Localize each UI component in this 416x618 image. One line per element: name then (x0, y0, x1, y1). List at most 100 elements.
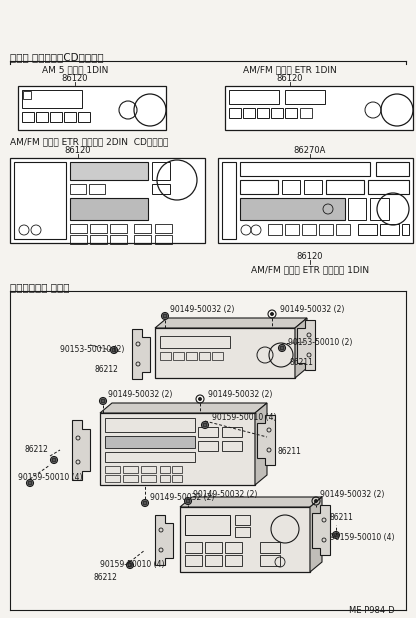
Text: 86211: 86211 (330, 513, 354, 522)
Circle shape (185, 497, 191, 504)
Bar (18, 86, 166, 130)
Bar (225, 542, 242, 553)
Bar (222, 162, 236, 239)
Bar (186, 352, 197, 360)
Text: 90149-50032 (2): 90149-50032 (2) (280, 305, 344, 314)
Bar (218, 158, 413, 243)
Bar (172, 466, 182, 473)
Bar (198, 427, 218, 437)
Polygon shape (255, 403, 267, 485)
Bar (134, 235, 151, 244)
Bar (319, 224, 333, 235)
Text: 86212: 86212 (95, 365, 119, 374)
Text: AM/FM マルチ ETR 1DIN: AM/FM マルチ ETR 1DIN (243, 65, 337, 74)
Bar (10, 158, 205, 243)
Circle shape (186, 499, 190, 503)
Bar (50, 112, 62, 122)
Polygon shape (295, 318, 307, 378)
Bar (173, 352, 184, 360)
Text: 86120: 86120 (277, 74, 303, 83)
Bar (185, 555, 202, 566)
Text: セッテイング パーツ: セッテイング パーツ (10, 282, 69, 292)
Bar (90, 235, 107, 244)
Polygon shape (257, 415, 275, 465)
Bar (105, 452, 195, 462)
Bar (141, 475, 156, 482)
Bar (123, 475, 138, 482)
Text: ME P984-D: ME P984-D (349, 606, 395, 615)
Text: 90159-50010 (4): 90159-50010 (4) (330, 533, 394, 542)
Bar (243, 108, 255, 118)
Bar (160, 475, 170, 482)
Bar (70, 162, 148, 180)
Bar (285, 224, 299, 235)
Bar (70, 235, 87, 244)
Bar (100, 413, 255, 485)
Bar (212, 352, 223, 360)
Circle shape (334, 533, 338, 537)
Bar (23, 91, 31, 99)
Bar (70, 198, 148, 220)
Bar (260, 555, 280, 566)
Text: 90153-50010 (2): 90153-50010 (2) (288, 338, 352, 347)
Polygon shape (155, 515, 173, 565)
Bar (172, 475, 182, 482)
Bar (152, 162, 170, 180)
Circle shape (126, 562, 134, 569)
Bar (155, 235, 172, 244)
Bar (205, 555, 222, 566)
Bar (225, 86, 413, 130)
Bar (229, 108, 241, 118)
Circle shape (314, 499, 317, 502)
Polygon shape (310, 497, 322, 572)
Polygon shape (132, 329, 150, 379)
Text: 86270A: 86270A (294, 146, 326, 155)
Bar (240, 180, 278, 194)
Circle shape (52, 458, 56, 462)
Bar (358, 224, 377, 235)
Text: 86212: 86212 (25, 445, 49, 454)
Text: 90149-50032 (2): 90149-50032 (2) (320, 490, 384, 499)
Bar (229, 90, 279, 104)
Bar (160, 352, 171, 360)
Bar (105, 466, 120, 473)
Text: 86120: 86120 (297, 252, 323, 261)
Bar (70, 184, 86, 194)
Bar (285, 108, 297, 118)
Bar (300, 108, 312, 118)
Bar (185, 515, 230, 535)
Bar (180, 507, 310, 572)
Bar (36, 112, 48, 122)
Circle shape (201, 421, 208, 428)
Bar (90, 224, 107, 233)
Circle shape (28, 481, 32, 485)
Bar (370, 198, 389, 220)
Text: 90149-50032 (2): 90149-50032 (2) (170, 305, 234, 314)
Polygon shape (72, 420, 90, 480)
Bar (285, 90, 325, 104)
Bar (336, 224, 350, 235)
Text: 86120: 86120 (62, 74, 88, 83)
Text: AM/FM マルチ ETR カセット 1DIN: AM/FM マルチ ETR カセット 1DIN (251, 265, 369, 274)
Bar (235, 515, 250, 525)
Bar (105, 436, 195, 448)
Text: 86212: 86212 (93, 573, 117, 582)
Polygon shape (297, 320, 315, 370)
Circle shape (101, 399, 105, 403)
Circle shape (99, 397, 106, 405)
Bar (14, 162, 66, 239)
Bar (302, 224, 316, 235)
Text: 86211: 86211 (278, 447, 302, 456)
Bar (64, 112, 76, 122)
Bar (70, 224, 87, 233)
Bar (105, 475, 120, 482)
Bar (89, 184, 105, 194)
Bar (235, 527, 250, 537)
Bar (257, 108, 269, 118)
Text: AM 5 ボタン 1DIN: AM 5 ボタン 1DIN (42, 65, 108, 74)
Circle shape (203, 423, 207, 427)
Text: 90159-50010 (4): 90159-50010 (4) (212, 413, 277, 422)
Circle shape (161, 313, 168, 320)
Bar (222, 441, 242, 451)
Polygon shape (180, 497, 322, 507)
